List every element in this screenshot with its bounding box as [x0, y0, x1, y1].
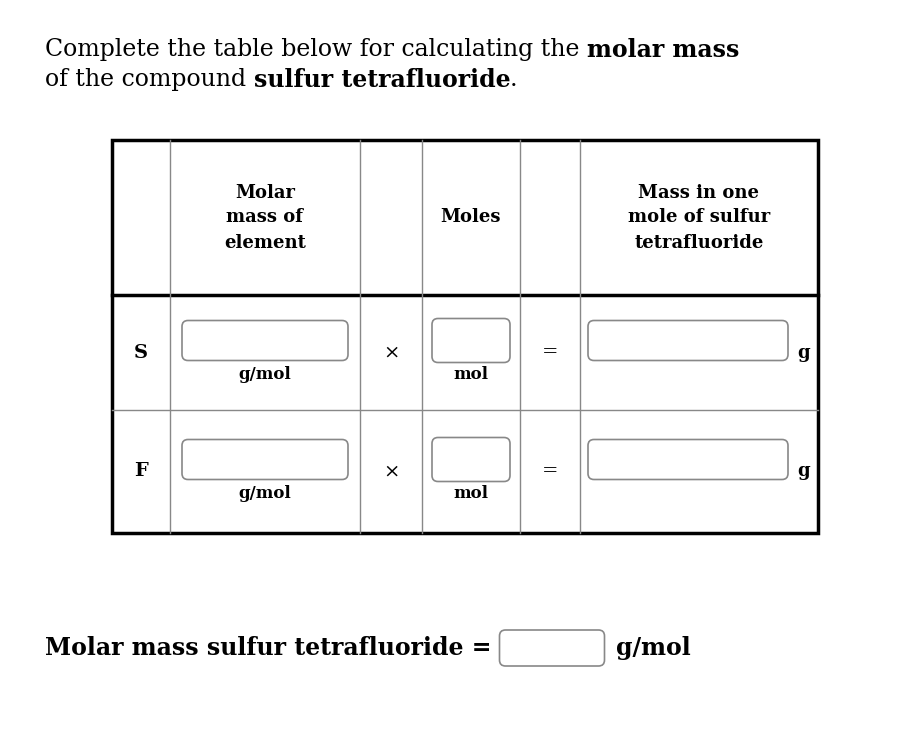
Text: g: g [796, 343, 809, 362]
FancyBboxPatch shape [432, 438, 509, 481]
Text: Complete the table below for calculating the: Complete the table below for calculating… [45, 38, 586, 61]
Text: g/mol: g/mol [616, 636, 691, 660]
Text: .: . [509, 68, 517, 91]
Text: ×: × [382, 463, 399, 480]
Text: =: = [541, 343, 558, 362]
FancyBboxPatch shape [587, 440, 787, 480]
Text: ×: × [382, 343, 399, 362]
Text: of the compound: of the compound [45, 68, 254, 91]
FancyBboxPatch shape [587, 320, 787, 360]
Bar [112, 140, 817, 533]
Text: Molar
mass of
element: Molar mass of element [224, 184, 305, 252]
Text: sulfur tetrafluoride: sulfur tetrafluoride [254, 68, 509, 92]
FancyBboxPatch shape [432, 319, 509, 362]
Text: Molar mass sulfur tetrafluoride =: Molar mass sulfur tetrafluoride = [45, 636, 491, 660]
Text: F: F [134, 463, 148, 480]
Text: g/mol: g/mol [238, 485, 291, 502]
Text: S: S [134, 343, 148, 362]
FancyBboxPatch shape [499, 630, 604, 666]
Text: g/mol: g/mol [238, 366, 291, 383]
Text: Moles: Moles [441, 209, 500, 227]
Text: molar mass: molar mass [586, 38, 739, 62]
Text: g: g [796, 463, 809, 480]
Text: mol: mol [453, 485, 488, 502]
FancyBboxPatch shape [182, 320, 348, 360]
Text: Mass in one
mole of sulfur
tetrafluoride: Mass in one mole of sulfur tetrafluoride [628, 184, 769, 252]
Text: =: = [541, 463, 558, 480]
FancyBboxPatch shape [182, 440, 348, 480]
Text: mol: mol [453, 366, 488, 383]
